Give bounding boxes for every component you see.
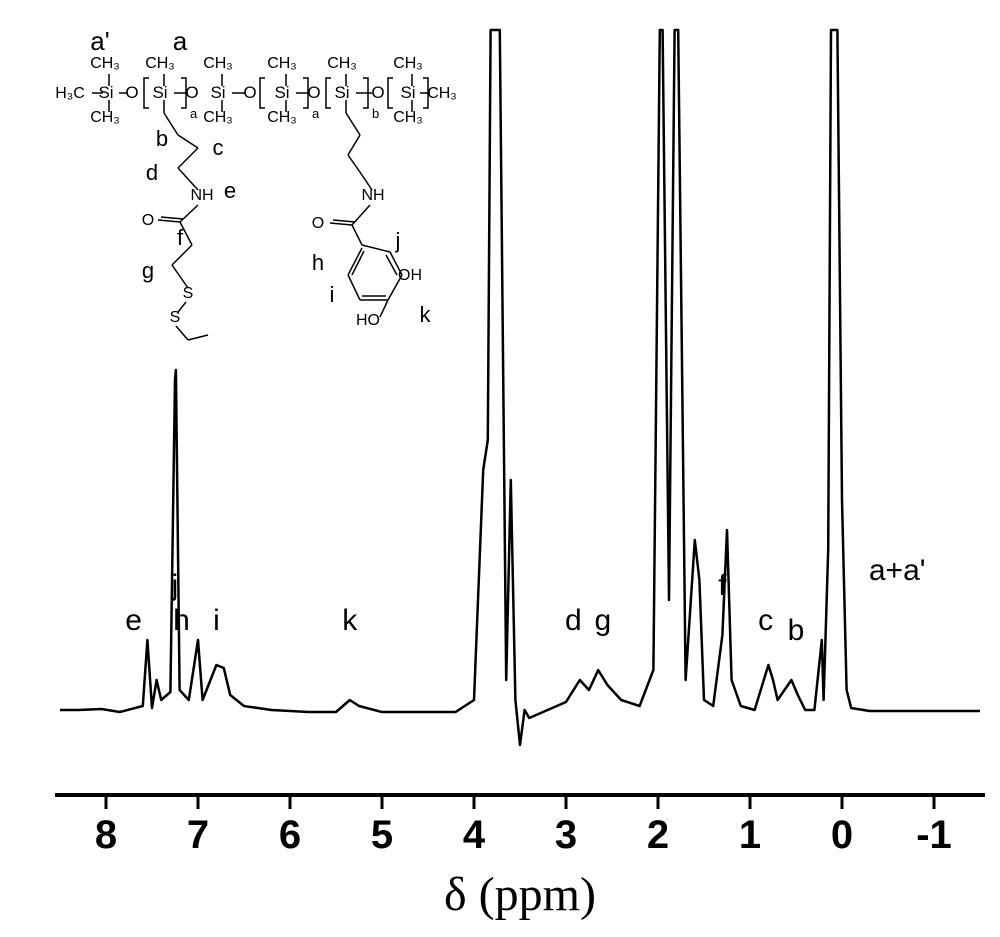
svg-text:j: j — [171, 569, 179, 602]
svg-text:Si: Si — [98, 83, 113, 102]
svg-text:e: e — [224, 178, 236, 203]
svg-text:k: k — [342, 604, 358, 637]
svg-text:f: f — [177, 225, 184, 250]
svg-text:g: g — [142, 258, 154, 283]
svg-text:CH₃: CH₃ — [267, 109, 297, 126]
svg-text:1: 1 — [739, 813, 761, 857]
svg-text:CH₃: CH₃ — [90, 55, 120, 72]
svg-text:CH₃: CH₃ — [145, 55, 175, 72]
svg-text:NH: NH — [190, 187, 213, 204]
svg-text:S: S — [170, 309, 181, 326]
svg-text:Si: Si — [400, 83, 415, 102]
svg-text:CH₃: CH₃ — [203, 109, 233, 126]
svg-text:Si: Si — [274, 83, 289, 102]
svg-text:a: a — [190, 106, 198, 121]
svg-text:HO: HO — [356, 312, 380, 329]
svg-text:a': a' — [90, 26, 109, 56]
svg-text:5: 5 — [371, 813, 393, 857]
svg-text:O: O — [125, 83, 138, 102]
svg-text:f: f — [718, 569, 727, 602]
svg-text:-1: -1 — [916, 813, 952, 857]
svg-text:a: a — [312, 106, 320, 121]
svg-text:c: c — [758, 604, 773, 637]
svg-text:b: b — [372, 106, 379, 121]
svg-text:H₃C: H₃C — [55, 85, 85, 102]
svg-text:d: d — [565, 604, 582, 637]
svg-text:O: O — [185, 83, 198, 102]
svg-text:e: e — [125, 604, 142, 637]
svg-text:O: O — [243, 83, 256, 102]
svg-text:d: d — [146, 160, 158, 185]
svg-text:8: 8 — [95, 813, 117, 857]
svg-text:δ (ppm): δ (ppm) — [444, 868, 596, 921]
svg-text:4: 4 — [463, 813, 486, 857]
svg-text:Si: Si — [334, 83, 349, 102]
svg-text:h: h — [312, 250, 324, 275]
svg-text:NH: NH — [361, 187, 384, 204]
svg-text:O: O — [307, 83, 320, 102]
spectrum-svg: 876543210-1δ (ppm)ejhikdgfcba+a'aabH₃CCH… — [0, 0, 1000, 937]
svg-text:CH₃: CH₃ — [327, 55, 357, 72]
svg-text:OH: OH — [398, 267, 422, 284]
svg-text:c: c — [213, 135, 224, 160]
svg-text:CH₃: CH₃ — [393, 55, 423, 72]
svg-text:CH₃: CH₃ — [90, 109, 120, 126]
svg-text:S: S — [183, 285, 194, 302]
svg-text:O: O — [312, 215, 324, 232]
svg-text:i: i — [213, 604, 220, 637]
svg-text:h: h — [173, 604, 190, 637]
svg-text:CH₃: CH₃ — [203, 55, 233, 72]
svg-text:CH₃: CH₃ — [427, 85, 457, 102]
svg-text:2: 2 — [647, 813, 669, 857]
svg-text:k: k — [420, 302, 432, 327]
svg-text:g: g — [594, 604, 611, 637]
svg-text:6: 6 — [279, 813, 301, 857]
svg-text:Si: Si — [152, 83, 167, 102]
svg-text:0: 0 — [831, 813, 853, 857]
svg-text:b: b — [788, 614, 805, 647]
svg-text:CH₃: CH₃ — [267, 55, 297, 72]
svg-text:b: b — [156, 126, 168, 151]
svg-text:a+a': a+a' — [869, 554, 926, 587]
svg-text:CH₃: CH₃ — [393, 109, 423, 126]
svg-text:i: i — [330, 282, 335, 307]
svg-text:O: O — [371, 83, 384, 102]
svg-text:3: 3 — [555, 813, 577, 857]
svg-text:7: 7 — [187, 813, 209, 857]
svg-text:j: j — [395, 228, 401, 253]
svg-text:Si: Si — [210, 83, 225, 102]
nmr-spectrum-chart: 876543210-1δ (ppm)ejhikdgfcba+a'aabH₃CCH… — [0, 0, 1000, 937]
svg-text:a: a — [173, 26, 188, 56]
svg-text:O: O — [142, 212, 154, 229]
